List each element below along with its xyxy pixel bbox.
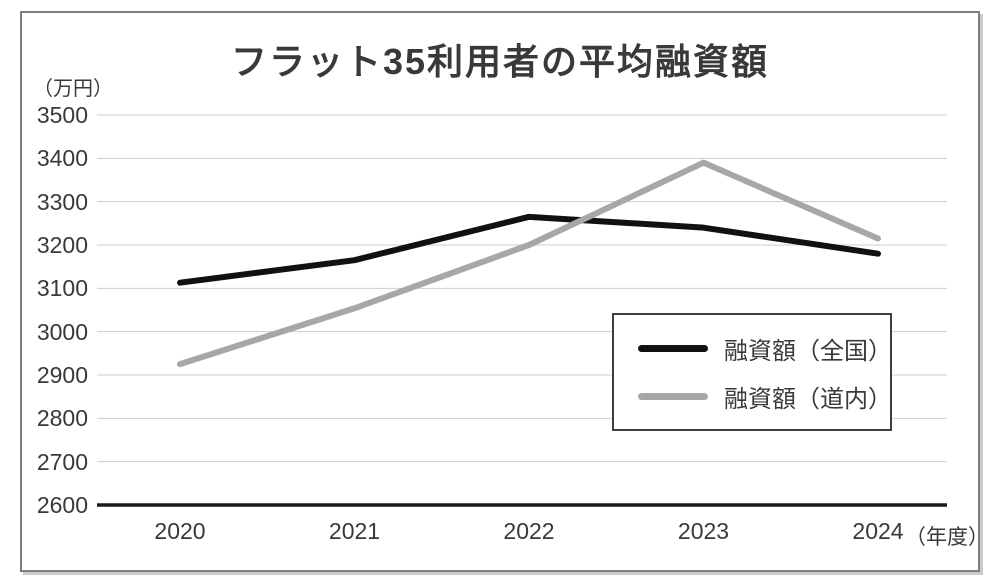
y-tick-label: 3500 [36,102,88,128]
y-tick-label: 3300 [36,188,88,215]
national-line-swatch [638,344,708,352]
x-tick-label: 2024 [852,518,904,544]
legend: 融資額（全国） 融資額（道内） [612,313,892,431]
chart-title: フラット35利用者の平均融資額 [230,41,770,82]
y-tick-label: 3100 [36,275,88,302]
x-tick-label: 2023 [677,518,730,544]
legend-item-hokkaido: 融資額（道内） [638,381,892,413]
y-tick-label: 3000 [36,318,88,345]
x-tick-label: 2021 [328,518,381,544]
legend-label-hokkaido: 融資額（道内） [724,385,892,413]
y-tick-label: 3200 [36,232,88,258]
y-tick-label: 2900 [36,362,88,388]
legend-item-national: 融資額（全国） [638,333,892,365]
y-axis-unit-label: （万円） [33,78,113,100]
chart-frame [20,11,980,572]
x-axis-suffix-label: （年度） [905,526,989,549]
hokkaido-line-swatch [638,392,708,400]
y-tick-label: 3400 [36,145,88,172]
x-tick-label: 2022 [503,518,555,544]
y-tick-label: 2700 [36,448,88,475]
x-tick-label: 2020 [154,518,206,544]
y-tick-label: 2600 [36,492,88,518]
legend-label-national: 融資額（全国） [724,337,892,365]
y-tick-label: 2800 [36,405,88,432]
